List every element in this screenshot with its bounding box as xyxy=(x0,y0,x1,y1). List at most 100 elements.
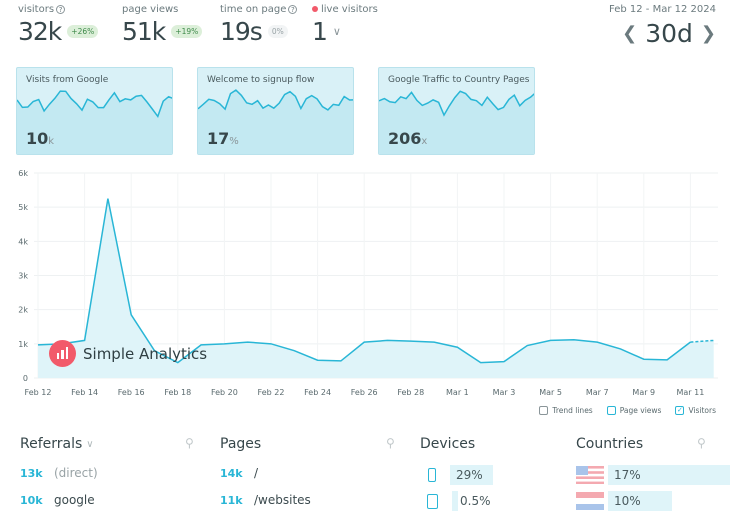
chevron-right-icon[interactable]: ❯ xyxy=(700,23,716,44)
change-badge: +19% xyxy=(171,25,203,38)
us-flag-icon xyxy=(576,466,604,484)
chevron-left-icon[interactable]: ❮ xyxy=(622,23,638,44)
card-value: 206x xyxy=(388,129,428,148)
logo-text: Simple Analytics xyxy=(83,344,208,363)
trend-lines-toggle[interactable]: Trend lines xyxy=(539,406,593,415)
y-tick-label: 2k xyxy=(18,306,28,315)
list-item[interactable]: 13k (direct) xyxy=(20,466,98,480)
help-icon[interactable]: ? xyxy=(288,4,298,14)
sparkline-line xyxy=(379,90,534,117)
device-percent: 29% xyxy=(450,465,493,485)
y-tick-label: 0 xyxy=(23,374,28,383)
stat-value: 1 xyxy=(312,17,328,46)
chevron-down-icon[interactable]: ∨ xyxy=(86,438,94,450)
sparkline-line xyxy=(17,90,172,118)
list-item[interactable]: 0.5% xyxy=(427,491,491,511)
help-icon[interactable]: ? xyxy=(56,4,66,14)
sparkline xyxy=(17,90,172,154)
date-range: Feb 12 - Mar 12 2024 ❮ 30d ❯ xyxy=(609,4,716,48)
countries-section: Countries xyxy=(576,436,643,452)
y-tick-label: 5k xyxy=(18,203,28,212)
checkbox[interactable] xyxy=(539,406,549,415)
x-tick-label: Feb 12 xyxy=(25,388,52,397)
section-title: Devices xyxy=(420,436,476,452)
chart-legend: Trend lines Page views ✓ Visitors xyxy=(539,406,716,415)
devices-section: Devices xyxy=(420,436,475,452)
x-tick-label: Mar 3 xyxy=(493,388,516,397)
list-item[interactable]: 17% xyxy=(576,465,730,485)
card-title: Welcome to signup flow xyxy=(207,75,315,85)
stat-label: visitors xyxy=(18,4,55,15)
search-icon[interactable]: ⚲ xyxy=(386,436,395,450)
section-title: Pages xyxy=(220,436,262,452)
section-title: Referrals xyxy=(20,436,83,452)
visitors-line-incomplete xyxy=(690,339,714,343)
percent-bar xyxy=(452,491,458,511)
search-icon[interactable]: ⚲ xyxy=(697,436,706,450)
stat-time-on-page[interactable]: time on page? 19s 0% xyxy=(220,4,298,46)
change-badge: 0% xyxy=(267,25,288,38)
goal-card-country-pages[interactable]: Google Traffic to Country Pages 206x xyxy=(378,67,535,155)
x-tick-label: Feb 22 xyxy=(258,388,285,397)
sparkline-line xyxy=(198,89,353,111)
referrals-section: Referrals ∨ xyxy=(20,436,94,452)
checkbox[interactable] xyxy=(606,406,616,415)
pages-section: Pages xyxy=(220,436,261,452)
list-item[interactable]: 29% xyxy=(428,465,493,485)
sparkline xyxy=(379,90,534,154)
section-title: Countries xyxy=(576,436,644,452)
x-tick-label: Feb 28 xyxy=(397,388,424,397)
visitors-chart[interactable]: 0 1k 2k 3k 4k 5k 6k Feb 12 Feb 14 Feb 16 Feb 18 Feb… xyxy=(0,165,730,405)
list-item[interactable]: 14k / xyxy=(220,466,259,480)
search-icon[interactable]: ⚲ xyxy=(185,436,194,450)
card-value: 10k xyxy=(26,129,55,148)
x-tick-label: Feb 14 xyxy=(71,388,98,397)
sparkline-area xyxy=(198,90,353,154)
chevron-down-icon[interactable]: ∨ xyxy=(332,25,341,38)
range-value[interactable]: 30d xyxy=(645,19,693,48)
sparkline-area xyxy=(17,91,172,154)
phone-icon xyxy=(428,468,436,482)
visitors-toggle[interactable]: ✓ Visitors xyxy=(675,406,716,415)
stat-value: 19s xyxy=(220,17,263,46)
x-tick-label: Mar 7 xyxy=(586,388,609,397)
x-tick-label: Feb 24 xyxy=(304,388,331,397)
stat-visitors[interactable]: visitors? 32k +26% xyxy=(18,4,99,46)
goal-card-google[interactable]: Visits from Google 10k xyxy=(16,67,173,155)
stat-value: 32k xyxy=(18,17,62,46)
list-item[interactable]: 10% xyxy=(576,491,672,511)
x-tick-label: Feb 16 xyxy=(118,388,145,397)
sparkline xyxy=(198,89,353,154)
list-item[interactable]: 11k/websites xyxy=(220,493,311,507)
stat-label: page views xyxy=(122,4,179,15)
stat-live-visitors[interactable]: live visitors 1 ∨ xyxy=(312,4,378,46)
y-tick-label: 4k xyxy=(18,237,28,246)
checkbox-checked[interactable]: ✓ xyxy=(675,406,685,415)
y-tick-label: 6k xyxy=(18,169,28,178)
simple-analytics-logo: Simple Analytics xyxy=(49,340,207,367)
card-value: 17% xyxy=(207,129,239,148)
page-views-toggle[interactable]: Page views xyxy=(606,406,661,415)
logo-icon xyxy=(49,340,76,367)
x-tick-label: Mar 9 xyxy=(632,388,655,397)
stat-page-views[interactable]: page views 51k +19% xyxy=(122,4,203,46)
stat-value: 51k xyxy=(122,17,166,46)
card-title: Google Traffic to Country Pages xyxy=(388,75,530,85)
stat-label: live visitors xyxy=(321,4,378,15)
nl-flag-icon xyxy=(576,492,604,510)
list-item[interactable]: 10k google xyxy=(20,493,95,507)
x-tick-label: Feb 20 xyxy=(211,388,238,397)
card-title: Visits from Google xyxy=(26,75,109,85)
change-badge: +26% xyxy=(67,25,99,38)
live-dot-icon xyxy=(312,6,318,12)
x-tick-label: Mar 11 xyxy=(676,388,704,397)
device-percent: 0.5% xyxy=(460,494,491,508)
country-percent: 17% xyxy=(608,465,730,485)
stat-label: time on page xyxy=(220,4,287,15)
x-tick-label: Feb 26 xyxy=(351,388,378,397)
goal-card-signup[interactable]: Welcome to signup flow 17% xyxy=(197,67,354,155)
x-tick-label: Mar 1 xyxy=(446,388,469,397)
x-tick-label: Mar 5 xyxy=(539,388,562,397)
y-tick-label: 3k xyxy=(18,272,28,281)
date-range-label: Feb 12 - Mar 12 2024 xyxy=(609,4,716,15)
